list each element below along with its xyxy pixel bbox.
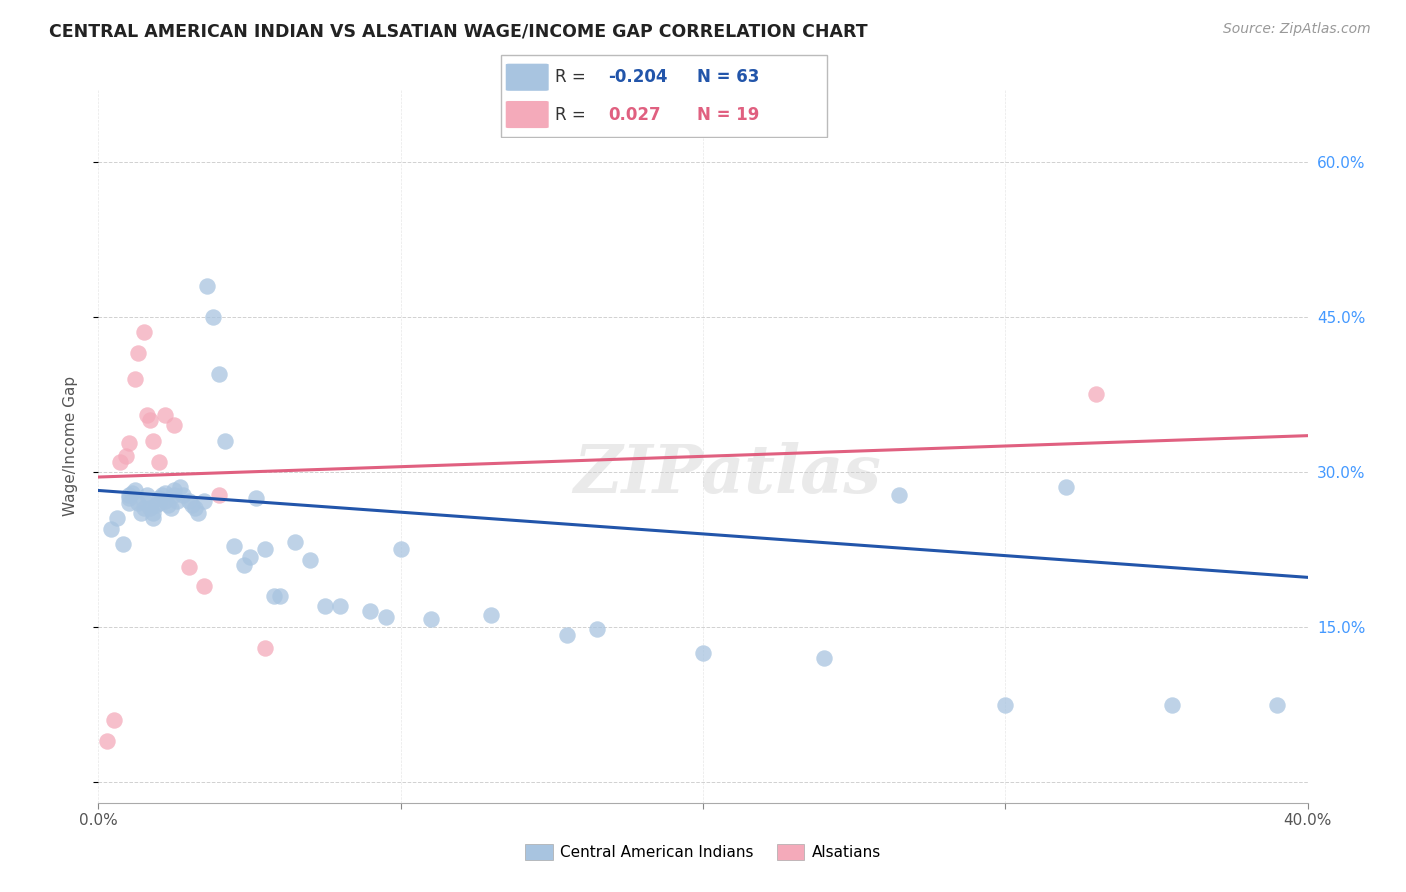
- Point: [269, 589, 291, 603]
- Point: [148, 454, 170, 468]
- Text: R =: R =: [555, 105, 586, 123]
- Point: [195, 278, 218, 293]
- Point: [145, 498, 167, 512]
- Point: [239, 549, 262, 564]
- Point: [118, 487, 141, 501]
- Point: [153, 408, 176, 422]
- Point: [253, 542, 276, 557]
- Point: [163, 418, 186, 433]
- Point: [481, 607, 503, 622]
- Point: [169, 480, 191, 494]
- Point: [314, 599, 336, 614]
- Point: [153, 493, 176, 508]
- Point: [889, 487, 911, 501]
- Point: [187, 506, 209, 520]
- Point: [208, 487, 231, 501]
- Point: [156, 498, 179, 512]
- Point: [96, 733, 118, 747]
- Point: [127, 346, 149, 360]
- FancyBboxPatch shape: [501, 55, 827, 136]
- Point: [132, 501, 155, 516]
- Text: 0.027: 0.027: [609, 105, 661, 123]
- Point: [193, 579, 215, 593]
- Point: [1085, 387, 1108, 401]
- Point: [148, 491, 170, 505]
- Point: [208, 367, 231, 381]
- Text: -0.204: -0.204: [609, 69, 668, 87]
- Point: [163, 487, 186, 501]
- Point: [692, 646, 714, 660]
- Point: [163, 483, 186, 498]
- Point: [1160, 698, 1182, 712]
- Point: [129, 506, 152, 520]
- Point: [139, 501, 162, 516]
- Point: [111, 537, 134, 551]
- Point: [135, 408, 157, 422]
- Point: [142, 511, 165, 525]
- Point: [299, 553, 322, 567]
- Text: ZIPatlas: ZIPatlas: [574, 442, 882, 507]
- Point: [813, 651, 835, 665]
- Text: N = 19: N = 19: [697, 105, 759, 123]
- Point: [586, 622, 609, 636]
- Point: [124, 372, 146, 386]
- Point: [245, 491, 267, 505]
- Point: [108, 454, 131, 468]
- Legend: Central American Indians, Alsatians: Central American Indians, Alsatians: [519, 838, 887, 866]
- Text: N = 63: N = 63: [697, 69, 759, 87]
- Point: [160, 501, 183, 516]
- Point: [103, 713, 125, 727]
- Point: [124, 483, 146, 498]
- Point: [179, 493, 201, 508]
- FancyBboxPatch shape: [506, 101, 548, 128]
- Point: [232, 558, 254, 572]
- Point: [374, 609, 396, 624]
- Point: [127, 496, 149, 510]
- Point: [214, 434, 236, 448]
- Point: [166, 493, 188, 508]
- Point: [263, 589, 285, 603]
- Point: [142, 434, 165, 448]
- Point: [994, 698, 1017, 712]
- Point: [132, 325, 155, 339]
- Point: [179, 560, 201, 574]
- Y-axis label: Wage/Income Gap: Wage/Income Gap: [63, 376, 77, 516]
- Point: [118, 491, 141, 505]
- Point: [118, 436, 141, 450]
- Point: [139, 413, 162, 427]
- Point: [114, 450, 136, 464]
- Point: [148, 496, 170, 510]
- Text: CENTRAL AMERICAN INDIAN VS ALSATIAN WAGE/INCOME GAP CORRELATION CHART: CENTRAL AMERICAN INDIAN VS ALSATIAN WAGE…: [49, 22, 868, 40]
- Point: [555, 628, 578, 642]
- Point: [142, 506, 165, 520]
- Point: [172, 487, 194, 501]
- Point: [181, 498, 204, 512]
- Point: [118, 496, 141, 510]
- Point: [420, 612, 443, 626]
- Point: [184, 501, 207, 516]
- Point: [253, 640, 276, 655]
- Point: [153, 485, 176, 500]
- Point: [329, 599, 352, 614]
- FancyBboxPatch shape: [506, 63, 548, 91]
- Point: [193, 493, 215, 508]
- Point: [132, 493, 155, 508]
- Point: [389, 542, 412, 557]
- Point: [202, 310, 225, 324]
- Point: [1054, 480, 1077, 494]
- Point: [100, 522, 122, 536]
- Point: [224, 539, 246, 553]
- Point: [105, 511, 128, 525]
- Point: [1267, 698, 1289, 712]
- Point: [150, 487, 173, 501]
- Point: [284, 535, 307, 549]
- Text: Source: ZipAtlas.com: Source: ZipAtlas.com: [1223, 22, 1371, 37]
- Point: [121, 485, 143, 500]
- Point: [135, 487, 157, 501]
- Text: R =: R =: [555, 69, 586, 87]
- Point: [360, 605, 382, 619]
